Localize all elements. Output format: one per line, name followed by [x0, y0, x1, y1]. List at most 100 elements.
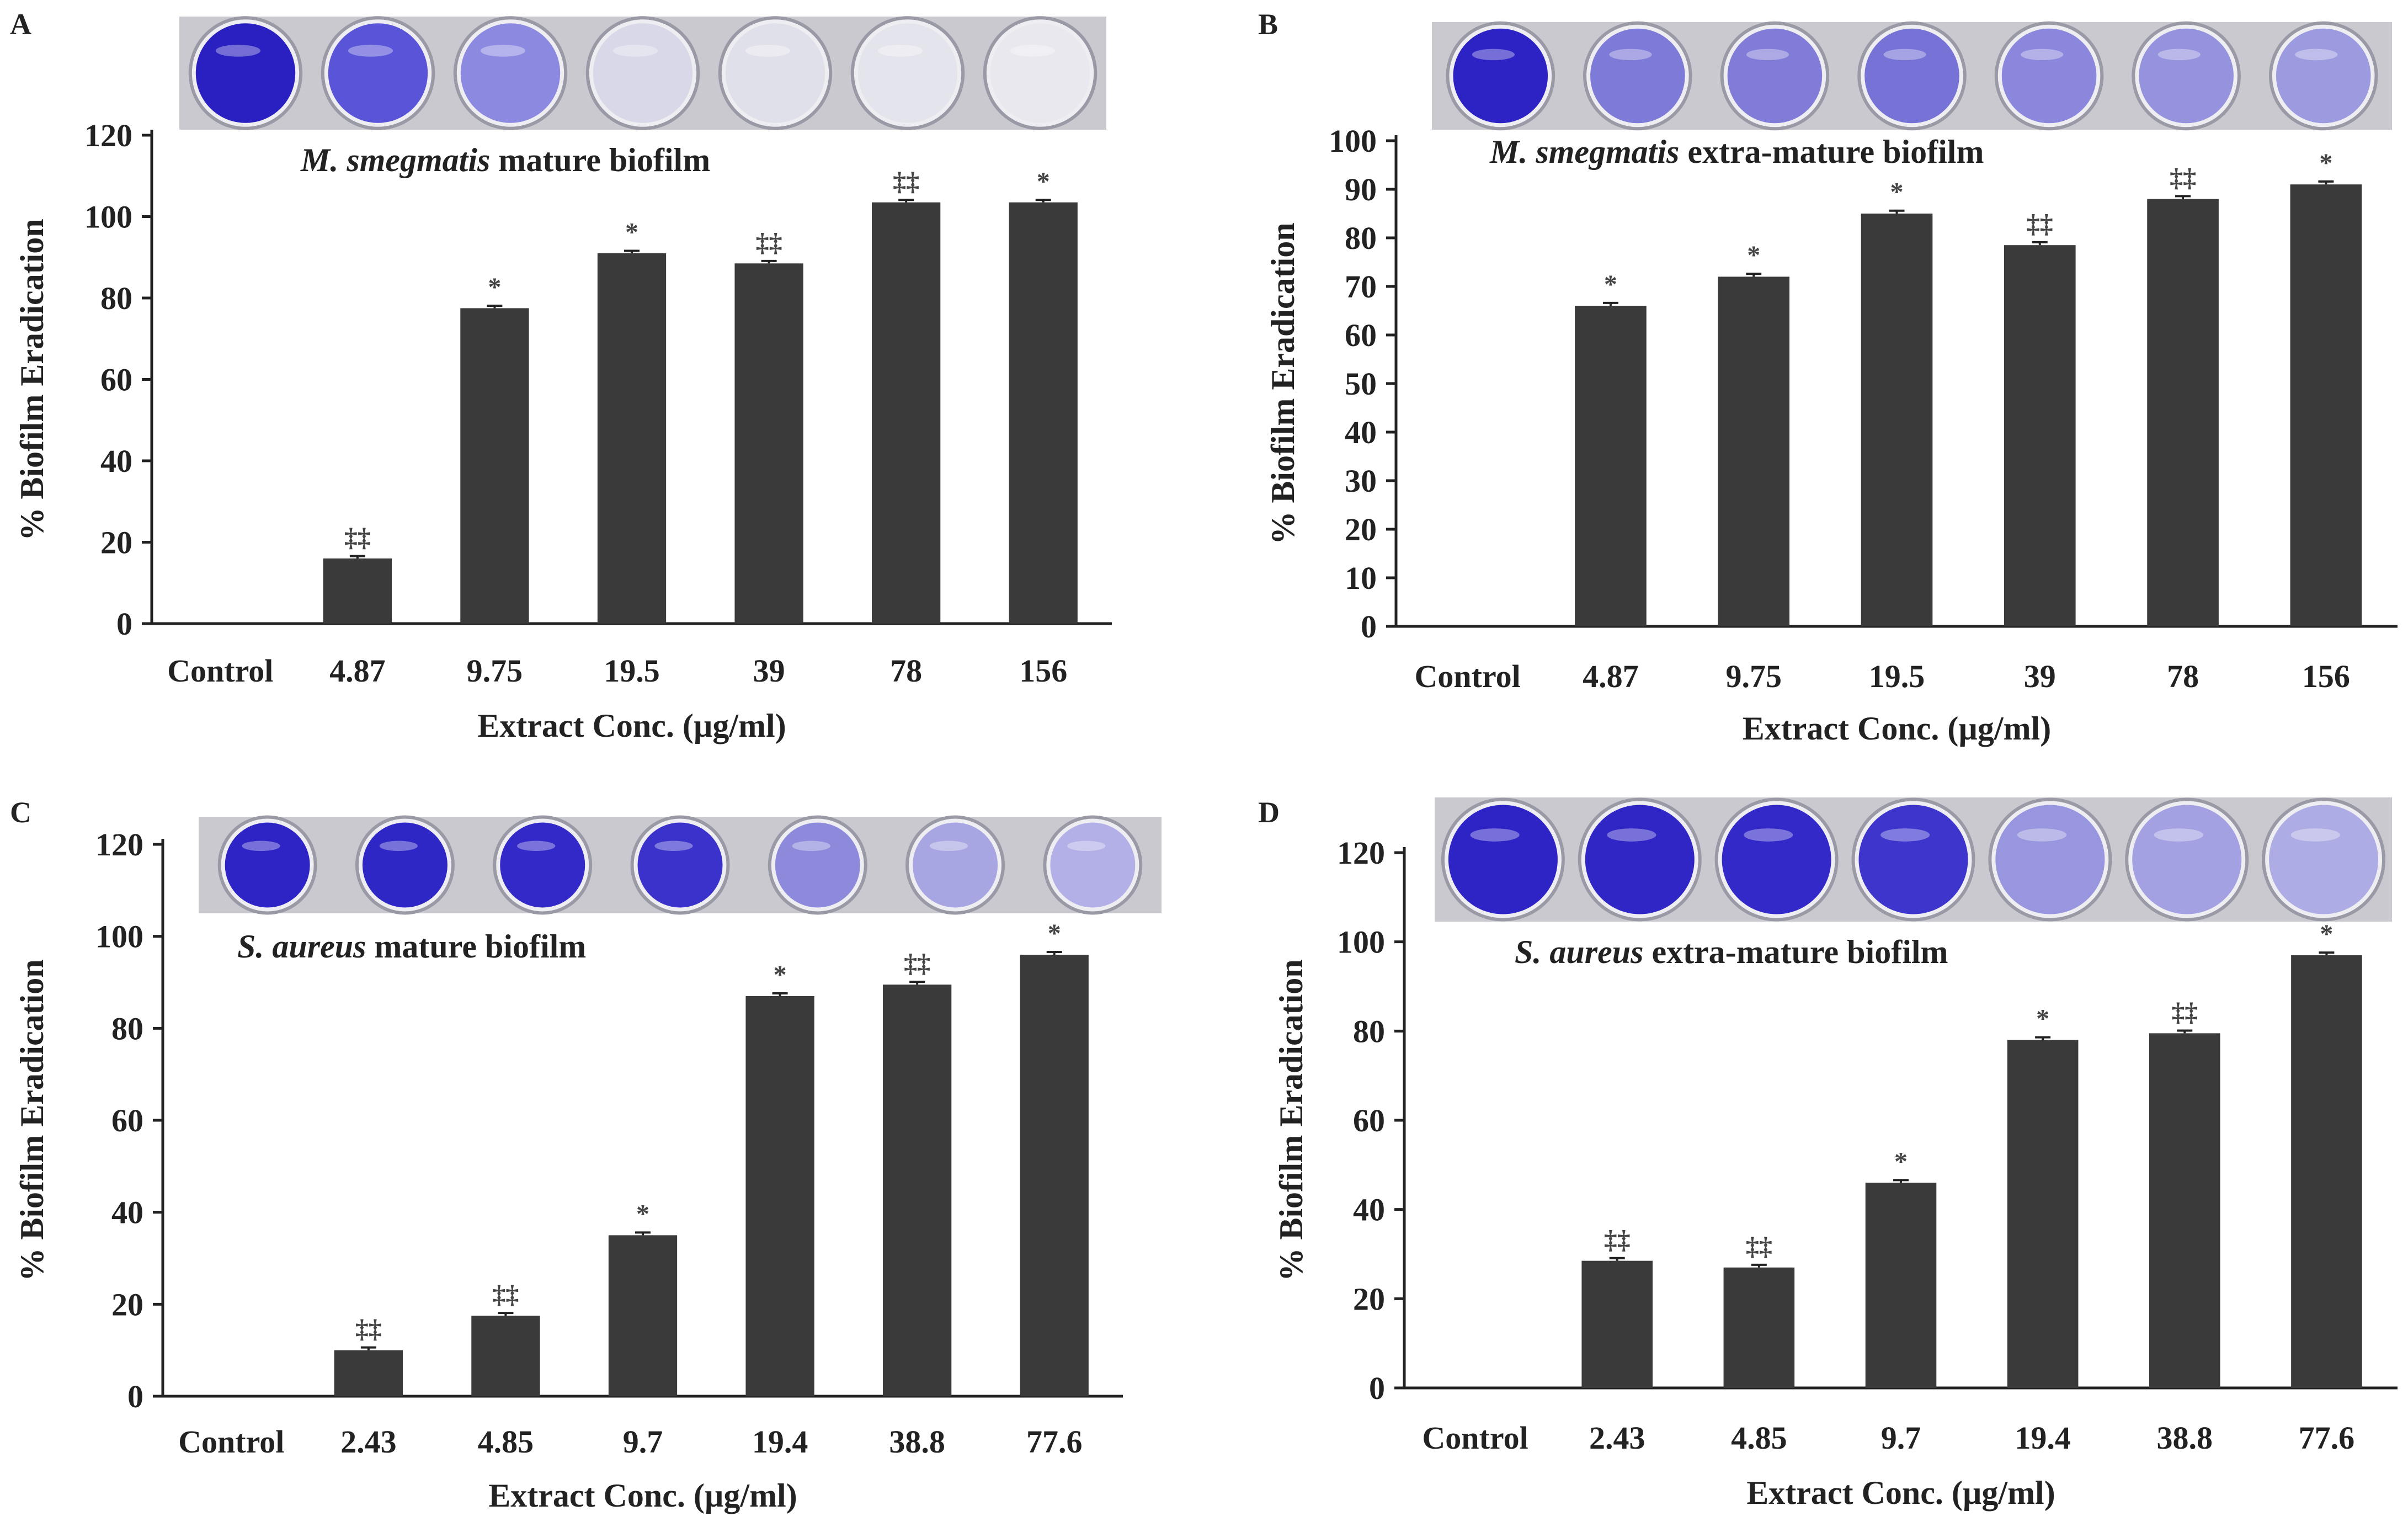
x-tick-label: Control — [1422, 1420, 1528, 1456]
x-tick-label: 38.8 — [2157, 1420, 2213, 1456]
significance-marker: ‡‡ — [1746, 1232, 1772, 1261]
panel-d: D S. aureus extra-mature biofilm 0 20 40 60 80… — [1258, 796, 2398, 1511]
significance-marker: * — [2036, 1004, 2049, 1034]
bar — [734, 263, 803, 624]
significance-marker: * — [1890, 178, 1904, 207]
well-glare — [2017, 828, 2067, 842]
significance-marker: * — [2320, 919, 2333, 949]
bar — [597, 253, 667, 624]
significance-marker: * — [1037, 167, 1050, 196]
well-glare — [1010, 45, 1056, 57]
y-axis-label: % Biofilm Eradication — [14, 959, 50, 1281]
subtitle-rest: extra-mature biofilm — [1679, 134, 1984, 170]
y-axis-label: % Biofilm Eradication — [1273, 959, 1309, 1281]
y-tick-label: 120 — [84, 118, 132, 153]
x-tick-label: 39 — [2024, 658, 2056, 694]
well-glare — [1880, 828, 1930, 842]
y-tick-label: 60 — [111, 1103, 143, 1138]
y-axis-label: % Biofilm Eradication — [1265, 222, 1301, 544]
significance-marker: ‡‡ — [1604, 1225, 1631, 1254]
significance-marker: * — [488, 273, 501, 302]
significance-marker: ‡‡ — [344, 523, 371, 552]
x-tick-label: 156 — [1019, 653, 1067, 689]
x-tick-label: 9.7 — [623, 1424, 663, 1460]
bar — [323, 558, 392, 624]
bar — [1009, 202, 1078, 624]
y-tick-label: 100 — [84, 199, 132, 235]
well-stain — [1727, 28, 1823, 124]
bar — [2007, 1040, 2079, 1388]
x-axis-label: Extract Conc. (µg/ml) — [477, 707, 786, 744]
x-tick-label: 38.8 — [889, 1424, 945, 1460]
well-stain — [1050, 822, 1136, 908]
y-tick-label: 90 — [1345, 172, 1377, 207]
panel-letter: C — [10, 796, 31, 829]
well-stain — [1453, 28, 1548, 124]
y-tick-label: 20 — [111, 1286, 143, 1322]
panel-letter: D — [1258, 796, 1280, 829]
bar — [1723, 1267, 1795, 1388]
well-plate-photo — [1432, 21, 2392, 131]
bar — [1865, 1183, 1937, 1388]
well-glare — [612, 45, 658, 57]
well-stain — [1864, 28, 1959, 124]
subtitle-rest: mature biofilm — [490, 142, 710, 178]
significance-marker: * — [2319, 148, 2332, 178]
significance-marker: ‡‡ — [893, 167, 919, 196]
well-stain — [328, 23, 428, 123]
well-stain — [500, 822, 585, 908]
subtitle-organism: S. aureus — [237, 928, 366, 965]
bar — [1020, 955, 1089, 1396]
x-tick-label: 2.43 — [1589, 1420, 1645, 1456]
x-tick-label: 77.6 — [1026, 1424, 1083, 1460]
x-tick-label: Control — [167, 653, 273, 689]
x-tick-label: 78 — [890, 653, 922, 689]
well-plate-photo — [1435, 797, 2392, 922]
y-tick-label: 60 — [1345, 317, 1377, 353]
panel-c: C S. aureus mature biofilm 0 20 40 60 80 100 120… — [10, 796, 1162, 1514]
x-tick-label: 2.43 — [340, 1424, 397, 1460]
subtitle-organism: M. smegmatis — [1489, 134, 1679, 170]
well-glare — [1607, 828, 1656, 842]
well-stain — [857, 23, 958, 123]
chart-subtitle: M. smegmatis mature biofilm — [300, 142, 710, 178]
well-stain — [225, 822, 310, 908]
bar — [872, 202, 941, 624]
bar — [2147, 199, 2219, 627]
y-tick-label: 70 — [1345, 269, 1377, 305]
y-tick-label: 50 — [1345, 366, 1377, 402]
well-stain — [593, 23, 693, 123]
y-tick-label: 20 — [1353, 1281, 1385, 1317]
y-tick-label: 0 — [1361, 609, 1377, 645]
well-glare — [2295, 49, 2338, 61]
significance-marker: ‡‡ — [2170, 163, 2196, 192]
bar — [883, 985, 952, 1396]
bar — [2291, 955, 2362, 1388]
panel-b: B M. smegmatis extra-mature biofilm 0 10 20 3… — [1258, 8, 2398, 747]
bar — [2004, 245, 2076, 626]
well-stain — [725, 23, 825, 123]
x-tick-label: 9.75 — [467, 653, 523, 689]
well-plate-photo — [199, 815, 1162, 915]
well-glare — [654, 840, 693, 852]
well-stain — [1995, 805, 2105, 914]
chart-subtitle: M. smegmatis extra-mature biofilm — [1489, 134, 1984, 170]
y-tick-label: 20 — [100, 525, 132, 561]
x-tick-label: 4.87 — [329, 653, 386, 689]
x-tick-label: 77.6 — [2299, 1420, 2355, 1456]
y-tick-label: 10 — [1345, 560, 1377, 596]
well-glare — [1472, 49, 1515, 61]
well-glare — [792, 840, 830, 852]
well-stain — [1448, 805, 1558, 914]
bar — [1581, 1260, 1653, 1388]
significance-marker: ‡‡ — [492, 1280, 519, 1309]
bar — [608, 1235, 678, 1396]
subtitle-rest: extra-mature biofilm — [1643, 934, 1948, 970]
well-stain — [2132, 805, 2242, 914]
y-tick-label: 120 — [1337, 835, 1385, 871]
well-glare — [2290, 828, 2340, 842]
well-glare — [1067, 840, 1106, 852]
y-axis-label: % Biofilm Eradication — [14, 219, 50, 540]
x-tick-label: 39 — [753, 653, 785, 689]
